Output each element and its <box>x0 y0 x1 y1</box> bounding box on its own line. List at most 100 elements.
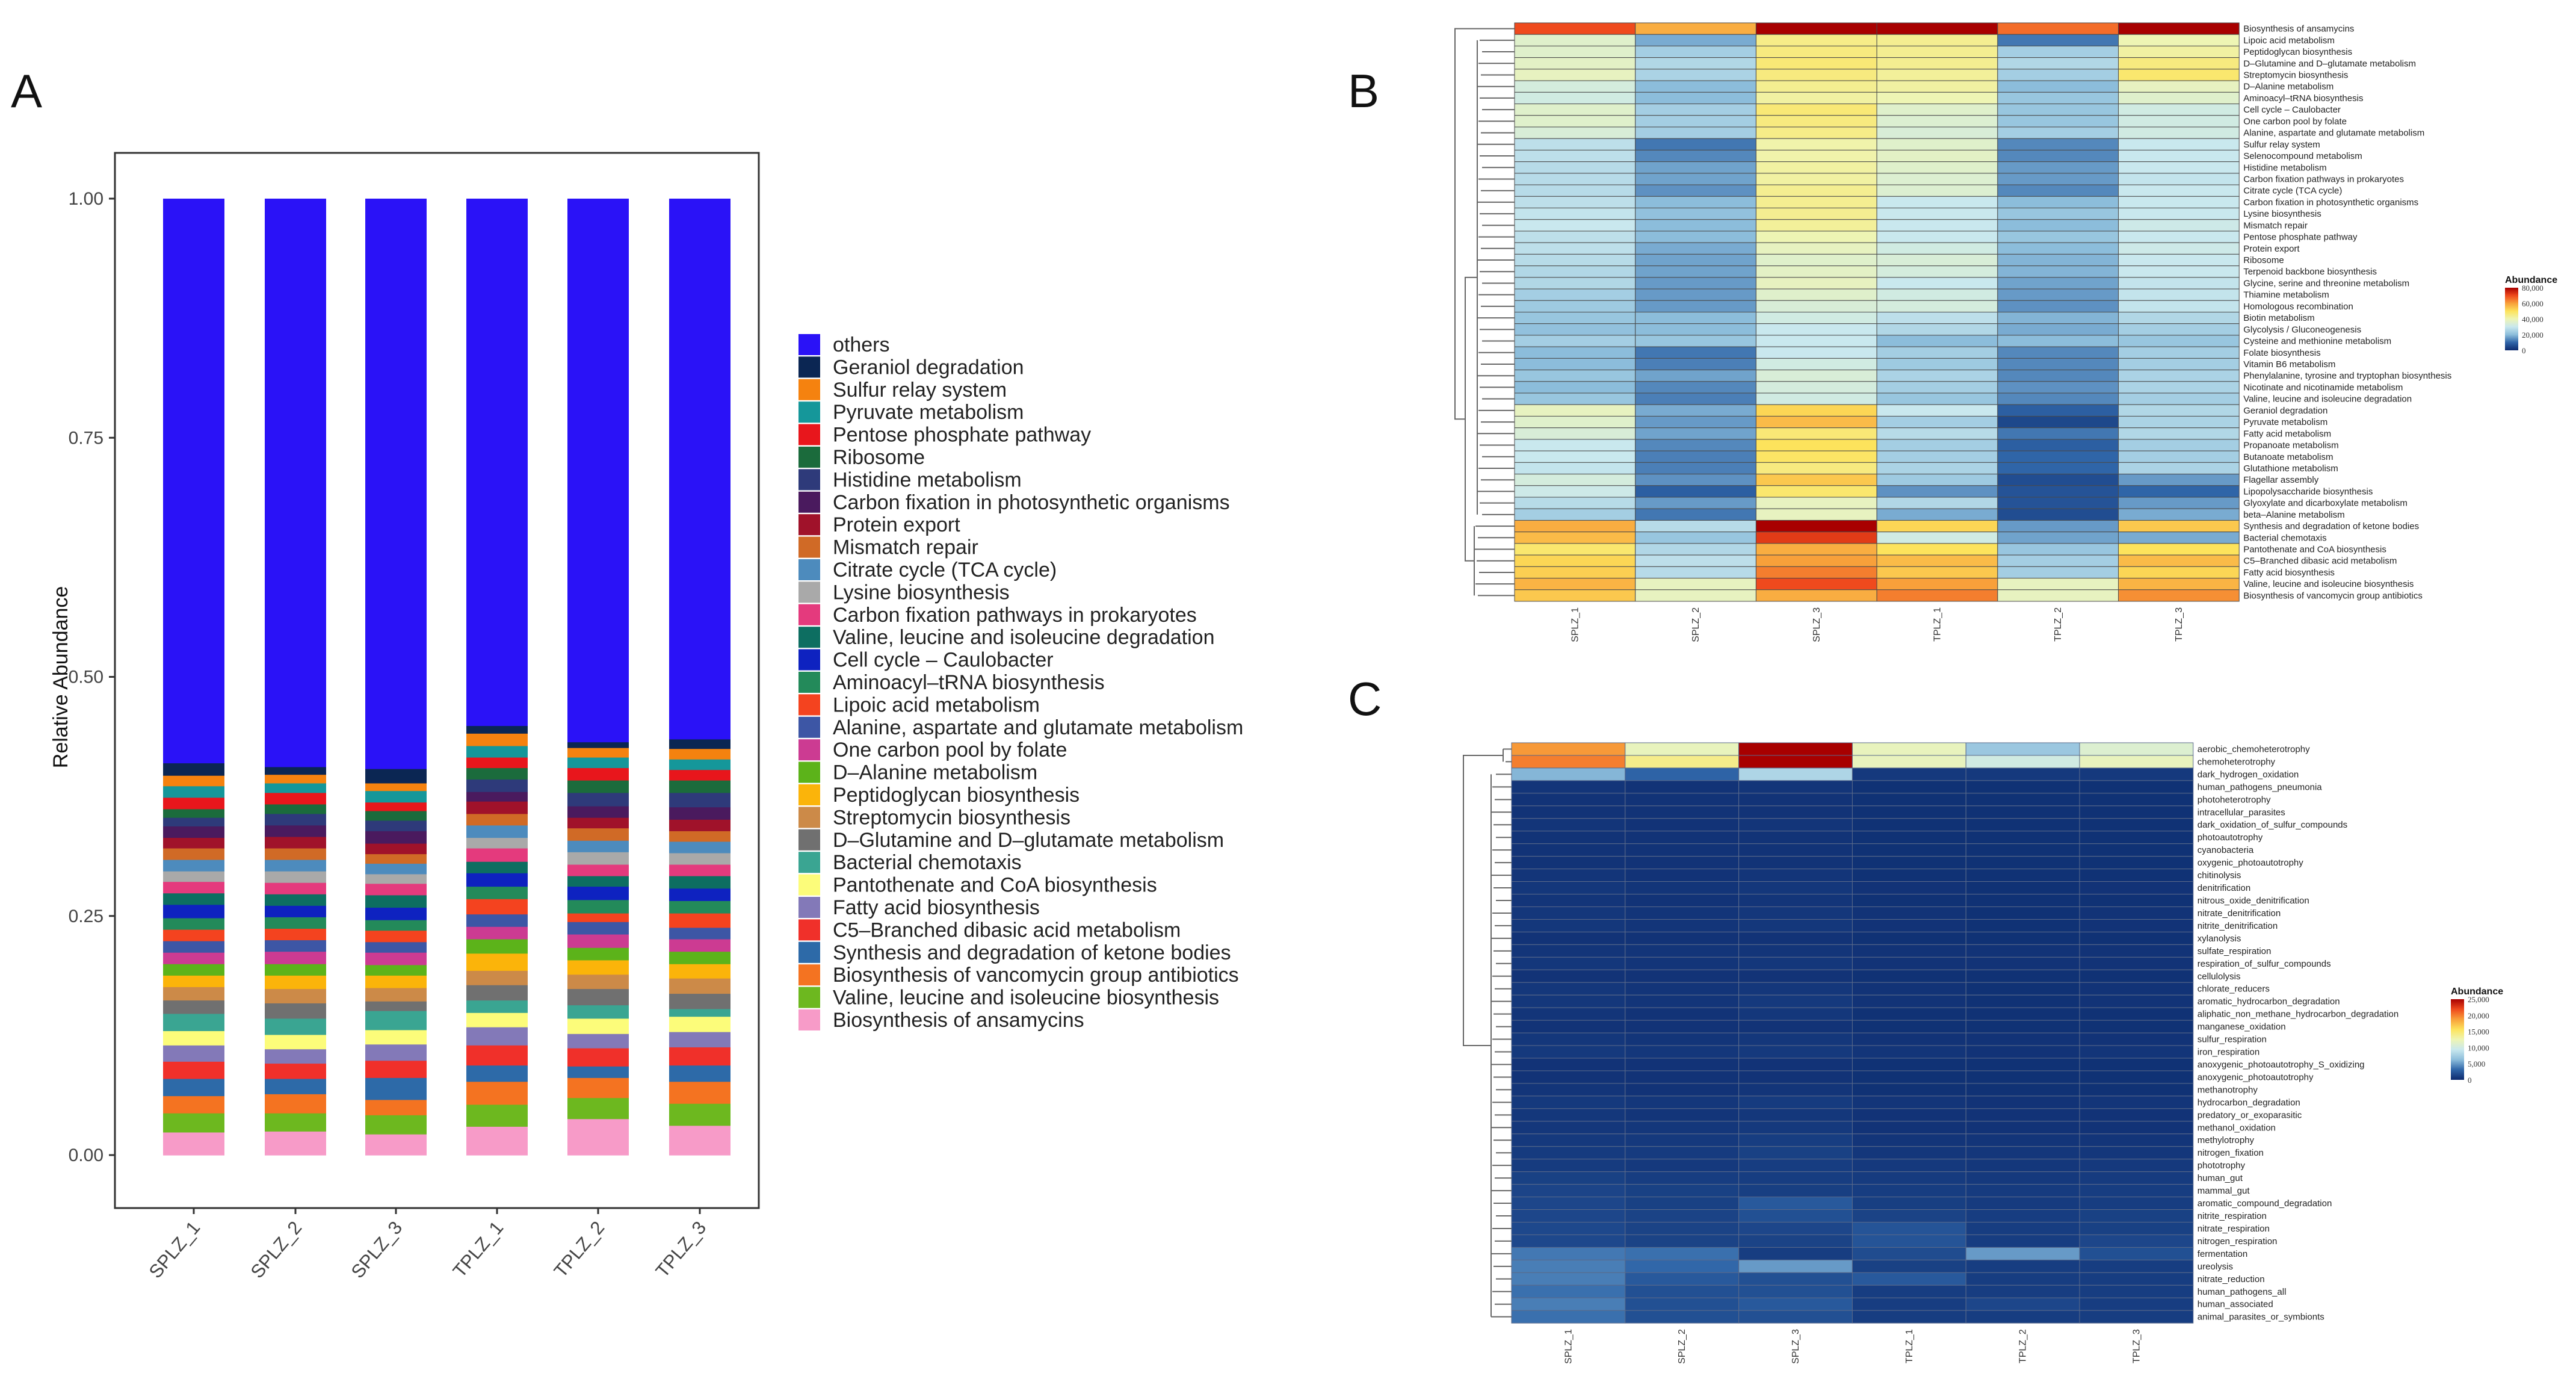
heatmap-cell <box>1635 34 1756 46</box>
heatmap-cell <box>1635 161 1756 174</box>
heatmap-cell <box>1965 831 2080 844</box>
heatmap-cell <box>2079 881 2194 895</box>
legend-label: One carbon pool by folate <box>833 739 1067 761</box>
heatmap-cell <box>1965 1032 2080 1046</box>
heatmap-cell <box>1997 231 2119 243</box>
heatmap-cell <box>1625 805 1740 819</box>
heatmap-cell <box>2118 381 2240 394</box>
heatmap-cell <box>1876 300 1998 312</box>
bar-segment <box>265 1078 326 1094</box>
heatmap-cell <box>1755 497 1877 509</box>
bar-segment <box>466 1104 528 1127</box>
y-tick-label: 0.00 <box>69 1145 103 1165</box>
bar-segment <box>567 922 629 935</box>
column-label: TPLZ_3 <box>2131 1329 2142 1363</box>
heatmap-cell <box>2118 265 2240 278</box>
bar-segment <box>567 748 629 758</box>
row-label: sulfur_respiration <box>2198 1035 2267 1045</box>
row-label: Peptidoglycan biosynthesis <box>2243 47 2352 57</box>
heatmap-cell <box>1738 1209 1853 1222</box>
heatmap-cell <box>2079 1020 2194 1033</box>
heatmap-cell <box>1852 793 1966 807</box>
column-label: SPLZ_2 <box>1677 1329 1687 1364</box>
bar-segment <box>365 199 427 769</box>
heatmap-cell <box>1755 462 1877 475</box>
heatmap-cell <box>1965 1209 2080 1222</box>
heatmap-cell <box>1997 69 2119 81</box>
row-label: oxygenic_photoautotrophy <box>2198 858 2303 868</box>
heatmap-cell <box>1514 219 1636 232</box>
heatmap-cell <box>1625 1133 1740 1147</box>
heatmap-cell <box>1876 126 1998 139</box>
bar-segment <box>365 854 427 864</box>
heatmap-cell <box>1965 1083 2080 1097</box>
heatmap-cell <box>1852 742 1966 756</box>
heatmap-cell <box>1876 219 1998 232</box>
heatmap-cell <box>1511 919 1626 932</box>
heatmap-cell <box>1965 856 2080 870</box>
bar-segment <box>669 819 730 831</box>
heatmap-cell <box>1852 1007 1966 1021</box>
heatmap-cell <box>1876 57 1998 70</box>
row-label: Lysine biosynthesis <box>2243 209 2321 219</box>
heatmap-cell <box>2079 1209 2194 1222</box>
heatmap-cell <box>1755 184 1877 197</box>
heatmap-cell <box>1965 1221 2080 1235</box>
bar-segment <box>265 951 326 964</box>
heatmap-cell <box>1511 1058 1626 1071</box>
heatmap-cell <box>1625 856 1740 870</box>
bar-segment <box>365 790 427 803</box>
heatmap-cell <box>1965 767 2080 781</box>
bar-segment <box>365 873 427 884</box>
bar-segment <box>163 871 224 882</box>
heatmap-cell <box>1997 91 2119 105</box>
heatmap-cell <box>1635 115 1756 128</box>
bar-segment <box>466 813 528 826</box>
bar-segment <box>567 792 629 807</box>
bar-segment <box>265 882 326 894</box>
heatmap-cell <box>1738 1146 1853 1160</box>
bar-segment <box>265 928 326 941</box>
legend-tick-label: 40,000 <box>2522 315 2544 324</box>
heatmap-cell <box>1514 242 1636 255</box>
heatmap-cell <box>1755 231 1877 243</box>
heatmap-cell <box>1755 173 1877 185</box>
heatmap-cell <box>1997 126 2119 139</box>
legend-swatch <box>798 941 820 963</box>
column-label: SPLZ_1 <box>1563 1329 1574 1364</box>
heatmap-cell <box>1511 1184 1626 1198</box>
bar-segment <box>466 1126 528 1156</box>
legend-swatch <box>798 604 820 625</box>
row-label: human_gut <box>2198 1173 2243 1183</box>
row-label: Cell cycle – Caulobacter <box>2243 105 2341 115</box>
bar-splz-3 <box>365 199 427 1156</box>
row-dendrogram <box>1463 748 1512 1318</box>
heatmap-cell <box>1625 1058 1740 1071</box>
bar-segment <box>669 792 730 808</box>
heatmap-cell <box>1876 173 1998 185</box>
legend-label: Pentose phosphate pathway <box>833 424 1091 447</box>
row-label: nitrate_reduction <box>2198 1274 2265 1284</box>
heatmap-cell <box>1997 312 2119 324</box>
heatmap-cell <box>1965 956 2080 970</box>
heatmap-cell <box>2118 439 2240 451</box>
heatmap-cell <box>1755 370 1877 382</box>
heatmap-cell <box>1511 906 1626 920</box>
heatmap-cell <box>1755 57 1877 70</box>
bar-segment <box>265 1018 326 1035</box>
heatmap-cell <box>1738 1095 1853 1109</box>
heatmap-cell <box>1755 277 1877 290</box>
heatmap-cell <box>1514 323 1636 336</box>
legend-swatch <box>798 897 820 918</box>
legend-swatch <box>798 829 820 851</box>
bar-segment <box>365 952 427 965</box>
legend-item: C5–Branched dibasic acid metabolism <box>798 919 1181 941</box>
bar-segment <box>163 199 224 764</box>
row-label: Biotin metabolism <box>2243 313 2314 323</box>
heatmap-cell <box>1755 242 1877 255</box>
heatmap-cell <box>1738 767 1853 781</box>
heatmap-cell <box>1738 1070 1853 1084</box>
heatmap-cell <box>1755 91 1877 105</box>
heatmap-cell <box>1514 554 1636 567</box>
bar-segment <box>163 775 224 787</box>
